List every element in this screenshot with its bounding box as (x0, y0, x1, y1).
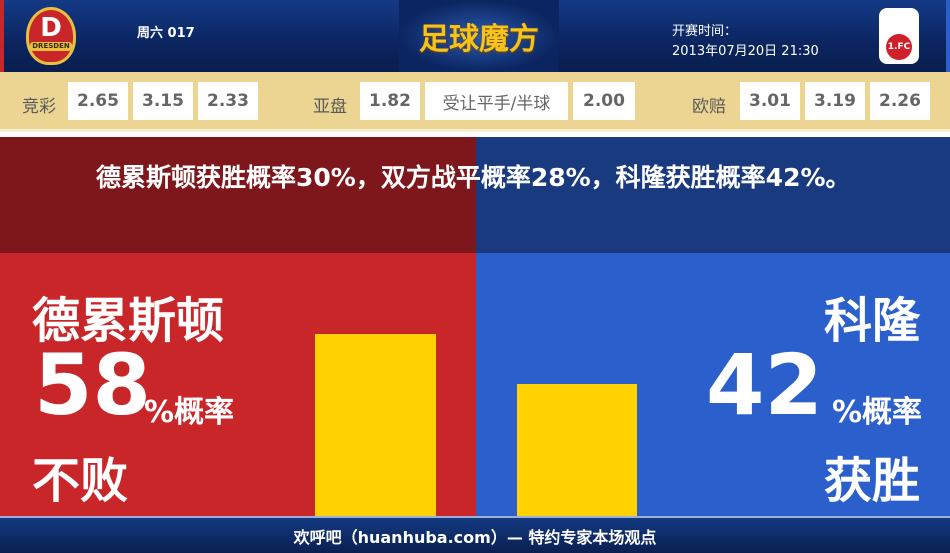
home-team-name: 德累斯顿 (32, 293, 225, 349)
oupei-label: 欧赔 (692, 97, 726, 117)
home-percent: 58 (34, 336, 151, 434)
odds-value: 2.26 (870, 82, 930, 120)
away-probability-bar (517, 384, 637, 516)
odds-value: 2.33 (198, 82, 258, 120)
odds-value: 3.19 (805, 82, 865, 120)
odds-bar: 竞彩 2.65 3.15 2.33 亚盘 1.82 受让平手/半球 2.00 欧… (0, 72, 950, 132)
brand-logo: 足球魔方 (399, 0, 559, 72)
kickoff-time: 2013年07月20日 21:30 (672, 44, 819, 59)
dresden-logo: D DRESDEN (22, 6, 80, 66)
odds-value: 2.00 (573, 82, 635, 120)
dresden-logo-text: DRESDEN (30, 42, 72, 51)
koln-logo: 1.FC (870, 6, 928, 66)
kickoff-label: 开赛时间： (672, 24, 738, 39)
jingcai-label: 竞彩 (22, 97, 56, 117)
odds-value: 3.01 (740, 82, 800, 120)
match-number: 周六 017 (137, 26, 195, 41)
away-outcome: 获胜 (823, 453, 920, 509)
footer-credit: 欢呼吧（huanhuba.com）— 特约专家本场观点 (0, 516, 950, 553)
home-outcome: 不败 (32, 453, 129, 509)
away-percent-unit: %概率 (831, 395, 922, 430)
match-header: D DRESDEN 周六 017 足球魔方 开赛时间： 2013年07月20日 … (0, 0, 950, 72)
probability-summary: 德累斯顿获胜概率30%，双方战平概率28%，科隆获胜概率42%。 (0, 137, 950, 253)
handicap-value: 受让平手/半球 (425, 82, 568, 120)
odds-value: 2.65 (68, 82, 128, 120)
dresden-logo-letter: D (40, 13, 62, 43)
away-percent: 42 (706, 336, 823, 434)
yapan-label: 亚盘 (313, 97, 347, 117)
odds-value: 1.82 (360, 82, 420, 120)
away-panel: 科隆 42 %概率 获胜 (476, 253, 950, 516)
away-team-name: 科隆 (823, 293, 920, 349)
home-probability-bar (315, 334, 436, 516)
home-panel: 德累斯顿 58 %概率 不败 (0, 253, 476, 516)
home-percent-unit: %概率 (144, 395, 235, 430)
odds-value: 3.15 (133, 82, 193, 120)
